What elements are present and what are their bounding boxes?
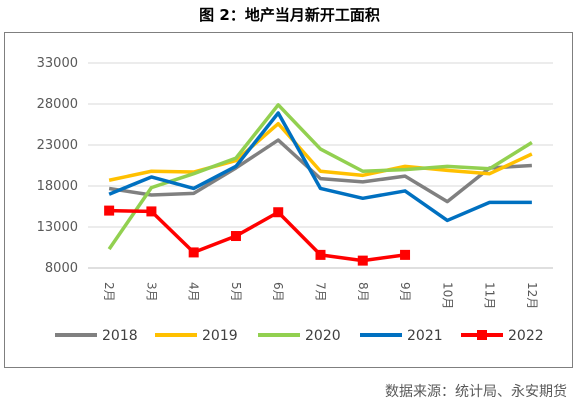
x-tick-label: 6月	[271, 282, 285, 302]
y-tick-label: 8000	[45, 261, 78, 276]
x-tick-label: 12月	[525, 282, 539, 309]
line-chart: 8000 13000 18000 23000 28000 33000 2月 3月 4月 5月 6月 7…	[37, 56, 553, 344]
series-line-2022	[109, 208, 406, 263]
x-tick-label: 9月	[398, 282, 412, 302]
x-tick-label: 2月	[102, 282, 116, 302]
data-point-2022	[104, 205, 115, 216]
chart-frame: 8000 13000 18000 23000 28000 33000 2月 3月 4月 5月 6月 7…	[4, 32, 573, 368]
legend-label-2018: 2018	[102, 328, 138, 344]
x-tick-label: 8月	[356, 282, 370, 302]
source-note: 数据来源：统计局、永安期货	[385, 384, 567, 400]
x-tick-label: 7月	[314, 282, 328, 302]
y-tick-label: 33000	[37, 56, 78, 71]
x-tick-label: 10月	[440, 282, 454, 309]
legend-label-2019: 2019	[202, 328, 238, 344]
legend-marker-2022	[477, 330, 487, 340]
series-line-2020	[107, 103, 533, 251]
legend-label-2020: 2020	[305, 328, 341, 344]
y-tick-label: 23000	[37, 138, 78, 153]
data-point-2022	[230, 231, 241, 242]
data-point-2022	[400, 249, 411, 260]
y-tick-label: 18000	[37, 179, 78, 194]
x-tick-label: 4月	[187, 282, 201, 302]
data-point-2022	[146, 206, 157, 217]
y-tick-label: 28000	[37, 97, 78, 112]
x-tick-label: 11月	[483, 282, 497, 309]
data-point-2022	[273, 207, 284, 218]
series-line-2019	[108, 121, 533, 182]
legend-label-2021: 2021	[407, 328, 443, 344]
chart-title: 图 2：地产当月新开工面积	[199, 6, 380, 24]
legend-label-2022: 2022	[508, 328, 544, 344]
x-tick-label: 3月	[144, 282, 158, 302]
y-tick-label: 13000	[37, 220, 78, 235]
series-line-2018	[108, 138, 532, 204]
x-tick-label: 5月	[229, 282, 243, 302]
data-point-2022	[357, 255, 368, 266]
data-point-2022	[188, 247, 199, 258]
data-point-2022	[315, 249, 326, 260]
series-line-2021	[108, 111, 532, 223]
